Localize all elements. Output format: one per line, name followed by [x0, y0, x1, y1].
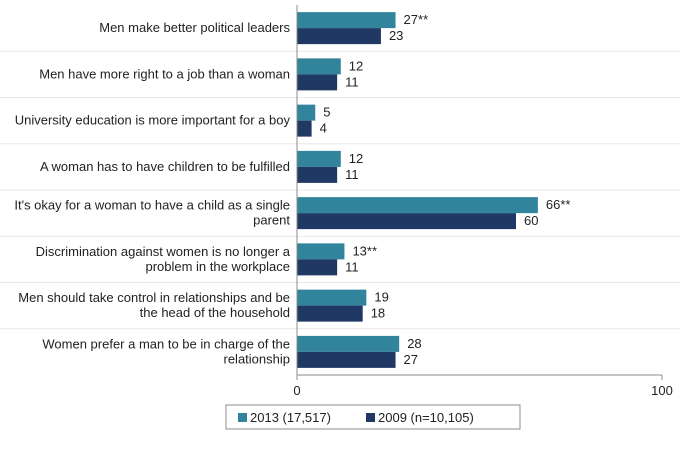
legend-label: 2009 (n=10,105) [378, 410, 474, 425]
data-label: 60 [524, 213, 538, 228]
bar-series-2009 [297, 28, 381, 45]
category-label-line: Men make better political leaders [99, 20, 290, 35]
category-label-line: It's okay for a woman to have a child as… [14, 198, 290, 213]
bar-series-2013 [297, 197, 538, 214]
category-label-line: Women prefer a man to be in charge of th… [42, 336, 290, 351]
bar-series-2013 [297, 335, 400, 352]
bar-series-2009 [297, 305, 363, 322]
data-label: 27 [404, 352, 418, 367]
category-label-line: A woman has to have children to be fulfi… [40, 159, 290, 174]
legend: 2013 (17,517) 2009 (n=10,105) [225, 404, 521, 430]
data-label: 13** [352, 243, 377, 258]
category-label: Men should take control in relationships… [18, 290, 290, 320]
bar-series-2013 [297, 243, 345, 260]
data-label: 5 [323, 105, 330, 120]
data-label: 28 [407, 336, 421, 351]
category-label-line: Men have more right to a job than a woma… [39, 66, 290, 81]
category-label: University education is more important f… [15, 113, 291, 128]
category-label-line: University education is more important f… [15, 113, 291, 128]
bar-series-2009 [297, 351, 396, 368]
category-bands [0, 50, 680, 330]
x-axis: 0 100 [293, 5, 673, 398]
data-label: 23 [389, 28, 403, 43]
category-label-line: relationship [224, 351, 291, 366]
category-labels: Men make better political leaders Men hav… [14, 20, 290, 366]
data-label: 18 [371, 306, 385, 321]
bar-series-2013 [297, 289, 367, 306]
bar-series-2009 [297, 259, 338, 276]
category-label: Men make better political leaders [99, 20, 290, 35]
legend-swatch [366, 413, 375, 422]
category-label: Discrimination against women is no longe… [36, 244, 291, 274]
category-label-line: the head of the household [140, 305, 290, 320]
category-label: Men have more right to a job than a woma… [39, 66, 290, 81]
legend-label: 2013 (17,517) [250, 410, 331, 425]
category-label-line: problem in the workplace [145, 259, 290, 274]
data-label: 12 [349, 151, 363, 166]
data-label: 11 [345, 74, 359, 89]
x-tick-label: 100 [651, 383, 673, 398]
data-label: 66** [546, 197, 571, 212]
category-label-line: Discrimination against women is no longe… [36, 244, 291, 259]
bar-series-2013 [297, 58, 341, 75]
category-label: A woman has to have children to be fulfi… [40, 159, 290, 174]
bar-series-2009 [297, 74, 338, 91]
data-label: 4 [320, 121, 327, 136]
category-label-line: parent [253, 213, 290, 228]
category-label: Women prefer a man to be in charge of th… [42, 336, 290, 366]
bar-series-2013 [297, 104, 316, 121]
data-label: 11 [345, 167, 359, 182]
bar-series-2009 [297, 213, 516, 230]
data-label: 27** [404, 12, 429, 27]
bar-series-2009 [297, 166, 338, 183]
data-label: 19 [374, 290, 388, 305]
bar-series-2013 [297, 150, 341, 167]
bar-series-2009 [297, 120, 312, 137]
data-label: 11 [345, 259, 359, 274]
bar-series-2013 [297, 12, 396, 29]
data-label: 12 [349, 58, 363, 73]
category-label: It's okay for a woman to have a child as… [14, 198, 290, 228]
bars [297, 12, 538, 368]
x-tick-label: 0 [293, 383, 300, 398]
legend-swatch [238, 413, 247, 422]
category-label-line: Men should take control in relationships… [18, 290, 290, 305]
